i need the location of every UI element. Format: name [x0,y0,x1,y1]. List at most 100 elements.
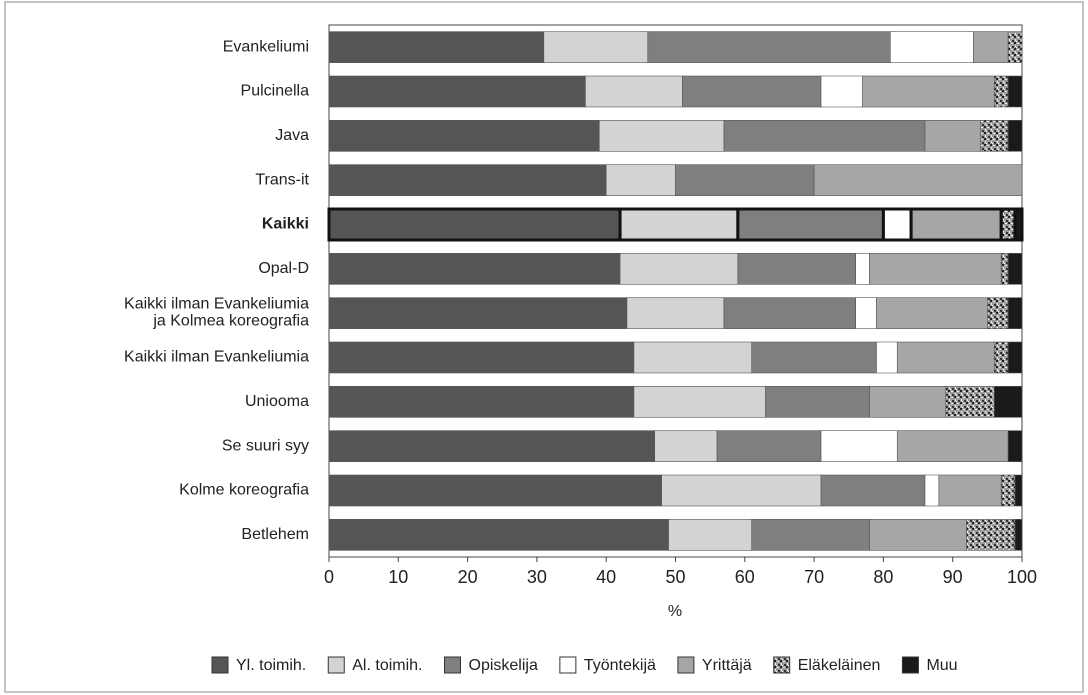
bar-segment [328,519,669,551]
bar-segment [619,253,739,285]
bar-segment [820,474,926,507]
legend-label: Opiskelija [469,657,538,674]
bar-segment [820,75,863,108]
legend-label: Muu [926,657,957,674]
bar-segment [938,474,1002,507]
bar-segment [751,519,870,551]
bar-segment [723,120,926,152]
y-tick-label: Opal-D [258,260,309,277]
bar-segment [896,430,1009,462]
bar-segment [328,164,607,196]
bar-segment [890,31,974,63]
bar-segment [1000,253,1009,285]
bar-segment [682,75,822,108]
bar-segment [1007,341,1023,374]
bar-segment [723,297,856,329]
x-tick-label: 100 [1007,567,1037,587]
x-tick-label: 30 [527,567,547,587]
legend-swatch [677,656,695,674]
bar-segment [1007,430,1023,462]
bar-segment [661,474,822,507]
x-tick-label: 40 [596,567,616,587]
bar-segment [855,253,870,285]
bar-segment [1013,207,1024,242]
y-tick-label: Uniooma [245,393,309,410]
bar-segment [675,164,815,196]
bar-segment [633,386,766,418]
x-axis-label: % [668,603,682,620]
y-tick-label: Kaikki ilman Evankeliumia [124,349,309,366]
x-tick-label: 80 [873,567,893,587]
legend-swatch [211,656,229,674]
bar-segment [328,31,545,63]
bar-segment [924,474,940,507]
bar-segment [647,31,891,63]
bar-segment [999,207,1017,242]
bar-segment [980,120,1009,152]
bar-segment [654,430,718,462]
bar-segment [1007,120,1023,152]
bar-segment [876,297,988,329]
bar-segment [668,519,753,551]
bar-segment [626,297,725,329]
bar-segment [1007,297,1023,329]
legend-swatch [901,656,919,674]
bar-segment [737,253,856,285]
bar-segment [1000,474,1016,507]
bar-segment [862,75,995,108]
bar-segment [869,253,1002,285]
bar-segment [855,297,877,329]
bar-segment [993,386,1023,418]
legend-label: Al. toimih. [352,657,422,674]
bar-segment [909,207,1003,242]
bar-segment [896,341,995,374]
y-tick-label: Kaikki [262,216,309,233]
x-tick-label: 70 [804,567,824,587]
bar-segment [633,341,753,374]
bar-segment [328,430,656,462]
bar-segment [1007,75,1023,108]
legend-swatch [444,656,461,674]
legend-swatch [559,656,577,674]
bar-segment [881,207,913,242]
bar-segment [1007,253,1023,285]
bar-segment [328,120,600,152]
bar-segment [869,386,947,418]
bar-segment [1014,474,1023,507]
y-tick-label: Kolme koreografia [179,482,309,499]
bar-segment [765,386,870,418]
y-tick-label: Trans-it [255,171,309,188]
x-tick-label: 60 [735,567,755,587]
bar-segment [987,297,1009,329]
x-tick-label: 50 [665,567,685,587]
x-tick-label: 90 [943,567,963,587]
bar-segment [328,253,621,285]
bar-segment [328,341,635,374]
x-tick-label: 0 [324,567,334,587]
y-tick-label: Pulcinella [241,83,310,100]
bar-segment [820,430,898,462]
bar-segment [924,120,981,152]
bar-segment [1014,519,1023,551]
legend-label: Työntekijä [584,657,656,674]
legend-label: Yl. toimih. [236,657,306,674]
bar-segment [605,164,676,196]
bar-segment [869,519,967,551]
bar-segment [585,75,683,108]
bar-segment [327,207,622,242]
bar-segment [736,207,885,242]
bar-segment [328,297,628,329]
y-tick-label: Java [275,127,309,144]
legend-label: Yrittäjä [702,657,752,674]
bar-segment [716,430,822,462]
bar-segment [328,75,586,108]
frame [4,1,1084,693]
bar-segment [1007,31,1023,63]
y-tick-label: Betlehem [241,526,309,543]
legend-label: Eläkeläinen [798,657,881,674]
bar-segment [993,75,1009,108]
x-tick-label: 10 [388,567,408,587]
legend-swatch [327,656,345,674]
bar-segment [966,519,1016,551]
